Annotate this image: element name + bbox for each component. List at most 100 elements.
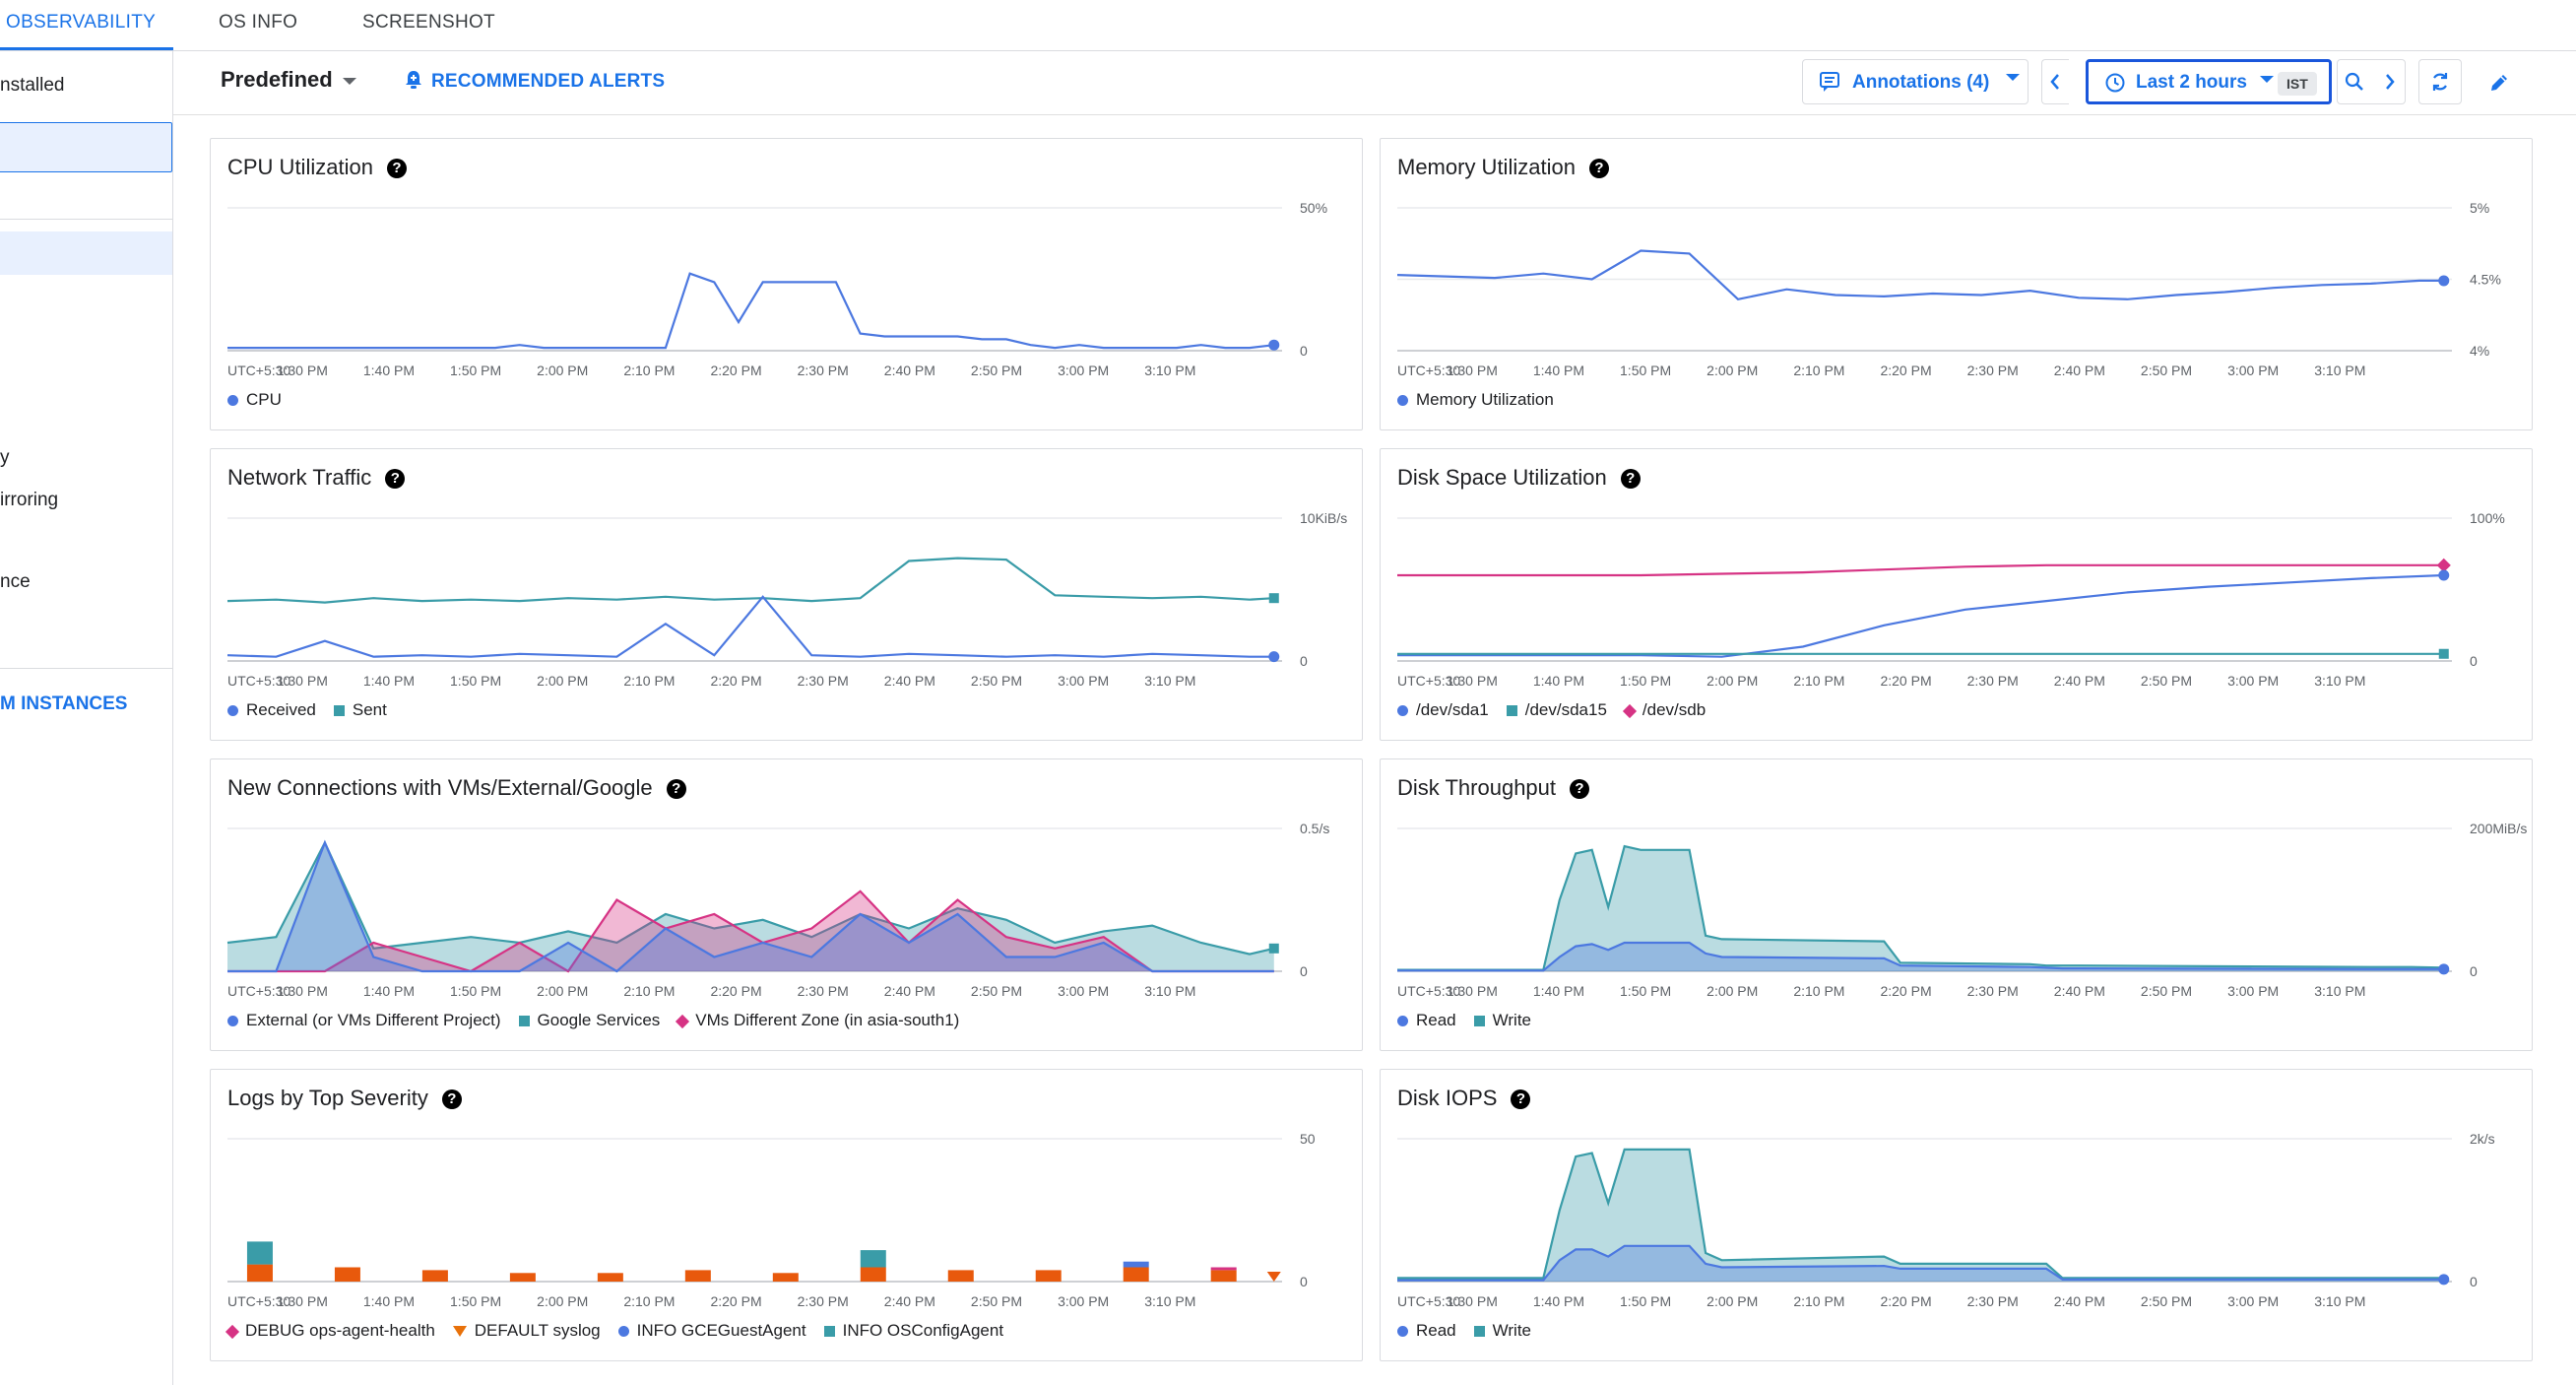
x-tick-label: 1:40 PM — [1533, 363, 1584, 378]
bar-default-syslog[interactable] — [1035, 1270, 1062, 1282]
diamond-marker-icon — [225, 1324, 240, 1339]
help-icon[interactable]: ? — [1511, 1089, 1531, 1109]
bar-debug-ops-agent-health[interactable] — [1210, 1267, 1237, 1271]
line-received[interactable] — [226, 595, 1274, 658]
line-write[interactable] — [1397, 844, 2444, 971]
legend-item-read[interactable]: Read — [1397, 1011, 1456, 1030]
time-back-button[interactable] — [2041, 59, 2069, 104]
legend-item-sent[interactable]: Sent — [333, 700, 387, 720]
line-read[interactable] — [1397, 941, 2444, 972]
annotations-button[interactable]: Annotations (4) — [1802, 59, 2029, 104]
bar-default-syslog[interactable] — [1123, 1267, 1149, 1283]
help-icon[interactable]: ? — [1570, 779, 1590, 799]
zoom-icon[interactable] — [2344, 71, 2365, 93]
tab-observability[interactable]: OBSERVABILITY — [0, 0, 173, 50]
x-tick-label: 1:40 PM — [1533, 1293, 1584, 1309]
line-write[interactable] — [1397, 1148, 2444, 1280]
x-tick-label: 1:30 PM — [1447, 1293, 1498, 1309]
series-end-marker — [2438, 1274, 2450, 1286]
bar-info-gceguestagent[interactable] — [1123, 1261, 1149, 1268]
recommended-alerts-button[interactable]: RECOMMENDED ALERTS — [404, 69, 665, 93]
time-range-selector[interactable]: Last 2 hours IST — [2086, 59, 2332, 104]
nav-item-mirroring[interactable]: irroring — [0, 490, 59, 510]
line-dev-sdb[interactable] — [1397, 563, 2444, 577]
chevron-right-icon[interactable] — [2383, 72, 2397, 92]
legend-item-write[interactable]: Write — [1473, 1011, 1531, 1030]
bar-default-syslog[interactable] — [597, 1273, 623, 1282]
legend-item-vms-different-zone-in-asia-south1[interactable]: VMs Different Zone (in asia-south1) — [676, 1011, 959, 1030]
bar-default-syslog[interactable] — [421, 1270, 448, 1282]
bar-info-osconfigagent[interactable] — [246, 1241, 273, 1265]
bar-default-syslog[interactable] — [947, 1270, 974, 1282]
line-sent[interactable] — [226, 557, 1274, 604]
legend-item-debug-ops-agent-health[interactable]: DEBUG ops-agent-health — [225, 1321, 435, 1341]
bar-default-syslog[interactable] — [772, 1273, 799, 1282]
legend-label: /dev/sda1 — [1416, 700, 1489, 719]
legend-item-default-syslog[interactable]: DEFAULT syslog — [452, 1321, 601, 1341]
bar-default-syslog[interactable] — [860, 1267, 886, 1283]
help-icon[interactable]: ? — [385, 469, 406, 489]
legend-item-received[interactable]: Received — [227, 700, 316, 720]
legend-item-read[interactable]: Read — [1397, 1321, 1456, 1341]
help-icon[interactable]: ? — [441, 1089, 462, 1109]
x-tick-label: UTC+5:30 — [1397, 983, 1460, 999]
tab-observability-label: OBSERVABILITY — [6, 12, 157, 33]
line-google-services[interactable] — [226, 839, 1275, 956]
legend-item-memory-utilization[interactable]: Memory Utilization — [1397, 390, 1554, 410]
nav-item-y[interactable]: y — [0, 447, 10, 468]
x-tick-label: 1:40 PM — [1533, 673, 1584, 689]
x-tick-label: 2:40 PM — [884, 673, 935, 689]
x-tick-label: 1:50 PM — [1620, 363, 1671, 378]
nav-item-nce[interactable]: nce — [0, 571, 31, 592]
line-memory-utilization[interactable] — [1396, 249, 2444, 300]
chevron-down-icon — [2006, 74, 2020, 81]
legend-item-write[interactable]: Write — [1473, 1321, 1531, 1341]
legend-item-info-gceguestagent[interactable]: INFO GCEGuestAgent — [617, 1321, 806, 1341]
legend-item-cpu[interactable]: CPU — [227, 390, 282, 410]
tab-os-info[interactable]: OS INFO — [219, 0, 297, 50]
legend-item-dev-sda1[interactable]: /dev/sda1 — [1397, 700, 1489, 720]
help-icon[interactable]: ? — [666, 779, 686, 799]
legend-item-external-or-vms-different-project[interactable]: External (or VMs Different Project) — [227, 1011, 501, 1030]
legend-item-dev-sdb[interactable]: /dev/sdb — [1622, 700, 1706, 720]
x-tick-label: 1:50 PM — [450, 983, 501, 999]
x-tick-label: 3:10 PM — [1144, 983, 1195, 999]
legend-disk-space: /dev/sda1/dev/sda15/dev/sdb — [1397, 700, 1723, 720]
zoom-forward-group — [2337, 59, 2406, 104]
area-external-or-vms-different-project — [227, 842, 1274, 971]
help-icon[interactable]: ? — [1588, 159, 1609, 178]
nav-link-vm-instances[interactable]: M INSTANCES — [0, 693, 128, 714]
tab-screenshot[interactable]: SCREENSHOT — [362, 0, 495, 50]
legend-item-info-osconfigagent[interactable]: INFO OSConfigAgent — [823, 1321, 1003, 1341]
predefined-dropdown[interactable]: Predefined — [221, 67, 356, 93]
line-dev-sda1[interactable] — [1397, 573, 2444, 658]
edit-pencil-icon[interactable] — [2487, 71, 2511, 95]
line-cpu[interactable] — [227, 272, 1274, 350]
legend-memory: Memory Utilization — [1397, 390, 1572, 410]
square-marker-icon — [333, 705, 345, 717]
legend-item-google-services[interactable]: Google Services — [518, 1011, 660, 1030]
line-external-or-vms-different-project[interactable] — [227, 839, 1274, 973]
line-read[interactable] — [1397, 1244, 2444, 1282]
x-tick-label: 3:00 PM — [2227, 673, 2279, 689]
x-tick-label: 1:50 PM — [1620, 673, 1671, 689]
x-tick-label: 2:50 PM — [971, 1293, 1022, 1309]
help-icon[interactable]: ? — [1620, 469, 1641, 489]
x-tick-label: 2:10 PM — [623, 363, 675, 378]
x-tick-label: 2:20 PM — [1880, 673, 1931, 689]
series-end-marker — [2438, 569, 2450, 581]
legend-item-dev-sda15[interactable]: /dev/sda15 — [1506, 700, 1607, 720]
bar-default-syslog[interactable] — [509, 1273, 536, 1282]
auto-refresh-button[interactable] — [2418, 59, 2462, 104]
bar-default-syslog[interactable] — [684, 1270, 711, 1282]
nav-item-highlight[interactable] — [0, 231, 172, 275]
nav-item-selected[interactable] — [0, 122, 172, 172]
bar-info-osconfigagent[interactable] — [860, 1250, 886, 1268]
legend-logs: DEBUG ops-agent-health DEFAULT syslog INFO… — [225, 1321, 1021, 1341]
bar-default-syslog[interactable] — [246, 1264, 273, 1282]
bar-default-syslog[interactable] — [1210, 1270, 1237, 1282]
bar-default-syslog[interactable] — [334, 1267, 360, 1283]
help-icon[interactable]: ? — [386, 159, 407, 178]
nav-item-installed[interactable]: nstalled — [0, 75, 65, 96]
card-title-memory: Memory Utilization? — [1397, 155, 1609, 180]
